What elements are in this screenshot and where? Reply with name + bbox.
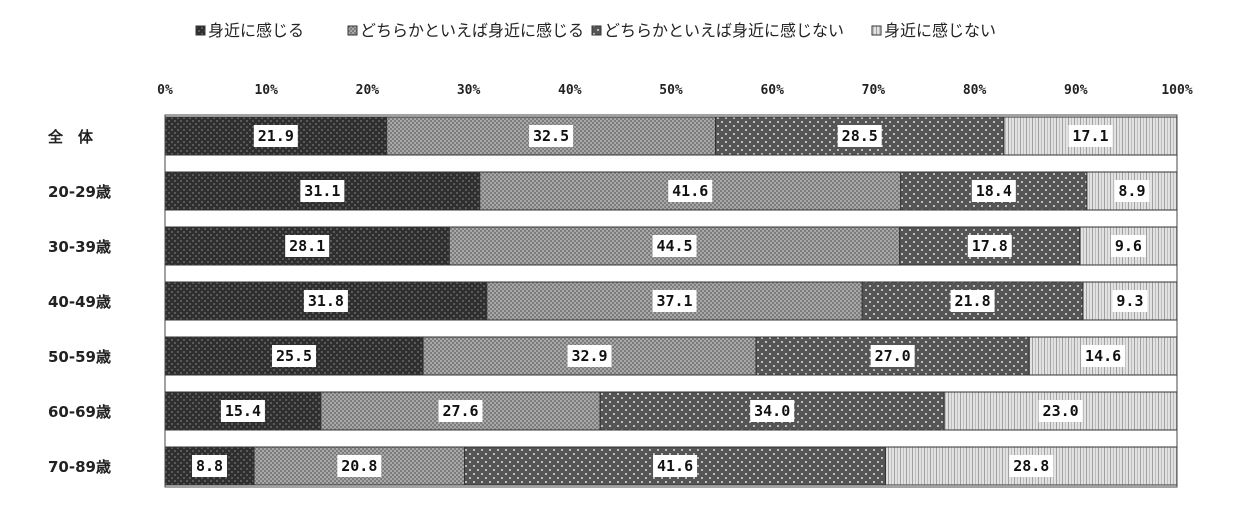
data-label: 34.0 [754, 402, 790, 420]
category-label: 20-29歳 [48, 183, 111, 201]
data-label-background [1038, 400, 1083, 422]
data-label-background [653, 455, 698, 477]
x-tick-label: 80% [963, 83, 987, 98]
x-tick-label: 10% [254, 83, 278, 98]
data-label-background [971, 180, 1016, 202]
bar-segment [386, 116, 717, 156]
category-label: 30-39歳 [48, 238, 111, 256]
legend-label-3: 身近に感じない [884, 21, 996, 40]
data-label-background [1112, 290, 1148, 312]
data-label: 41.6 [657, 457, 693, 475]
x-tick-label: 30% [457, 83, 481, 98]
data-label-background [303, 290, 348, 312]
x-axis: 0% 10% 20% 30% 40% 50% 60% 70% 80% 90% 100% [157, 83, 1193, 98]
x-tick-label: 90% [1064, 83, 1088, 98]
data-label: 32.9 [571, 347, 607, 365]
data-label-background [967, 235, 1012, 257]
legend-swatch-0 [195, 25, 206, 36]
data-label: 27.6 [442, 402, 478, 420]
data-label: 31.1 [304, 182, 340, 200]
data-label-background [652, 290, 697, 312]
data-label-background [300, 180, 345, 202]
data-label: 23.0 [1043, 402, 1079, 420]
data-label-background [253, 125, 298, 147]
data-label-background [1110, 235, 1146, 257]
data-label-background [837, 125, 882, 147]
data-label: 28.5 [842, 127, 878, 145]
bar-segment [1079, 226, 1178, 266]
data-label-background [285, 235, 330, 257]
data-label: 18.4 [976, 182, 1012, 200]
data-label: 20.8 [341, 457, 377, 475]
data-label: 27.0 [875, 347, 911, 365]
data-label-background [1114, 180, 1150, 202]
plot-frame [164, 114, 1178, 488]
category-label: 40-49歳 [48, 293, 111, 311]
data-label: 28.1 [289, 237, 325, 255]
data-label-background [567, 345, 612, 367]
x-tick-label: 50% [659, 83, 683, 98]
data-label: 21.9 [258, 127, 294, 145]
legend-swatch-2 [591, 25, 602, 36]
data-label-background [950, 290, 995, 312]
bar-segment [885, 446, 1178, 486]
legend-label-0: 身近に感じる [208, 21, 304, 40]
data-label-background [1068, 125, 1113, 147]
data-label-background [529, 125, 574, 147]
legend-swatch-3 [871, 25, 882, 36]
data-label: 37.1 [656, 292, 692, 310]
x-tick-label: 70% [862, 83, 886, 98]
data-label: 8.8 [196, 457, 223, 475]
data-label: 41.6 [672, 182, 708, 200]
data-label-background [272, 345, 317, 367]
data-label: 28.8 [1013, 457, 1049, 475]
legend-label-2: どちらかといえば身近に感じない [604, 21, 844, 40]
data-label-background [668, 180, 713, 202]
x-tick-label: 60% [760, 83, 784, 98]
data-label-background [220, 400, 265, 422]
category-label: 70-89歳 [48, 458, 111, 476]
data-label-background [1081, 345, 1126, 367]
category-label: 全 体 [47, 128, 94, 146]
data-label: 31.8 [308, 292, 344, 310]
data-label: 15.4 [225, 402, 261, 420]
legend-swatch-1 [347, 25, 358, 36]
data-label: 14.6 [1085, 347, 1121, 365]
category-label: 60-69歳 [48, 403, 111, 421]
data-label: 32.5 [533, 127, 569, 145]
data-label-background [337, 455, 382, 477]
data-label: 9.6 [1115, 237, 1142, 255]
bars-area: 全 体 21.9 32.5 28.5 17.1 20-29歳 31.1 41.6 18.4 8.9… [47, 114, 1178, 488]
x-tick-label: 20% [356, 83, 380, 98]
data-label: 9.3 [1116, 292, 1143, 310]
data-label-background [652, 235, 697, 257]
data-label: 17.1 [1072, 127, 1108, 145]
data-label: 25.5 [276, 347, 312, 365]
legend: 身近に感じる どちらかといえば身近に感じる どちらかといえば身近に感じない 身近に感じ… [195, 21, 996, 40]
data-label: 8.9 [1118, 182, 1145, 200]
x-tick-label: 40% [558, 83, 582, 98]
data-label: 21.8 [955, 292, 991, 310]
data-label-background [192, 455, 228, 477]
x-tick-label: 0% [157, 83, 173, 98]
data-label: 17.8 [972, 237, 1008, 255]
category-label: 50-59歳 [48, 348, 111, 366]
x-tick-label: 100% [1161, 83, 1192, 98]
data-label-background [1009, 455, 1054, 477]
data-label-background [750, 400, 795, 422]
data-label-background [870, 345, 915, 367]
data-label-background [438, 400, 483, 422]
data-label: 44.5 [656, 237, 692, 255]
legend-label-1: どちらかといえば身近に感じる [360, 21, 584, 40]
